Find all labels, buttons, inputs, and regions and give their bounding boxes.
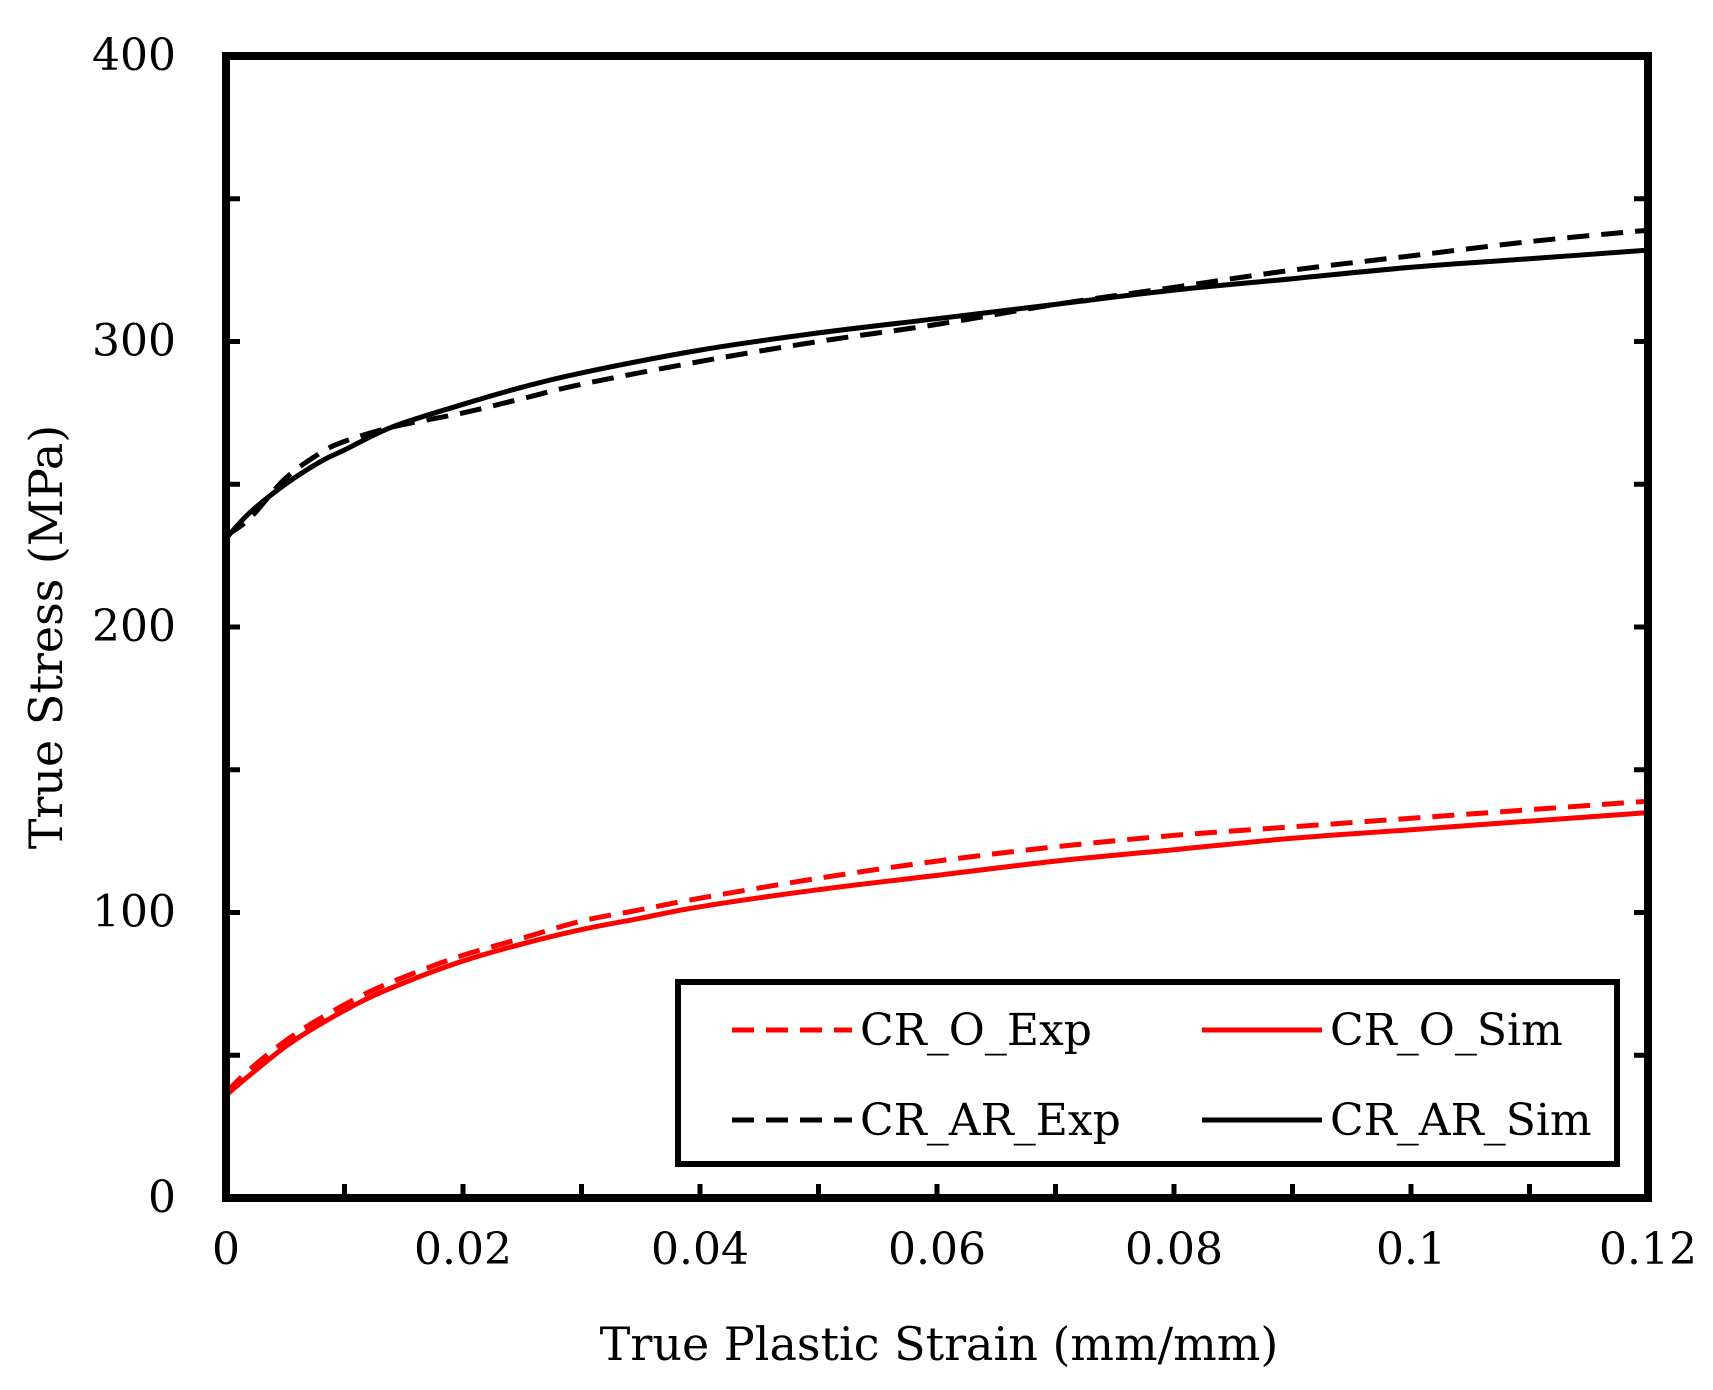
x-tick-label: 0.1 [1376, 1224, 1446, 1275]
series-line-cr-o-sim [224, 810, 1649, 1098]
tick-labels-layer: 0 0.02 0.04 0.06 0.08 0.1 0.12 0 100 200 300 400 [92, 30, 1697, 1275]
x-tick-label: 0.08 [1125, 1224, 1223, 1275]
y-axis-title: True Stress (MPa) [19, 425, 73, 850]
series-line-cr-o-exp [224, 798, 1649, 1095]
y-tick-label: 0 [148, 1172, 176, 1223]
legend-label-cr-o-exp: CR_O_Exp [860, 1005, 1092, 1056]
series-line-cr-ar-sim [224, 247, 1649, 541]
y-tick-label: 400 [92, 30, 176, 81]
y-tick-label: 300 [92, 316, 176, 367]
x-tick-label: 0.12 [1599, 1224, 1697, 1275]
ticks-layer [226, 196, 1648, 1198]
legend-label-cr-ar-sim: CR_AR_Sim [1330, 1095, 1592, 1146]
x-tick-label: 0.06 [888, 1224, 986, 1275]
series-line-cr-ar-exp [224, 227, 1649, 538]
x-tick-label: 0.04 [651, 1224, 749, 1275]
y-tick-label: 200 [92, 601, 176, 652]
x-tick-label: 0.02 [414, 1224, 512, 1275]
y-tick-label: 100 [92, 887, 176, 938]
series-layer [224, 227, 1649, 1098]
legend-box [675, 979, 1620, 1167]
x-tick-label: 0 [212, 1224, 240, 1275]
legend-label-cr-ar-exp: CR_AR_Exp [860, 1095, 1121, 1146]
legend: CR_O_Exp CR_O_Sim CR_AR_Exp CR_AR_Sim [675, 979, 1620, 1167]
x-axis-title: True Plastic Strain (mm/mm) [600, 1317, 1279, 1371]
legend-label-cr-o-sim: CR_O_Sim [1330, 1005, 1563, 1056]
